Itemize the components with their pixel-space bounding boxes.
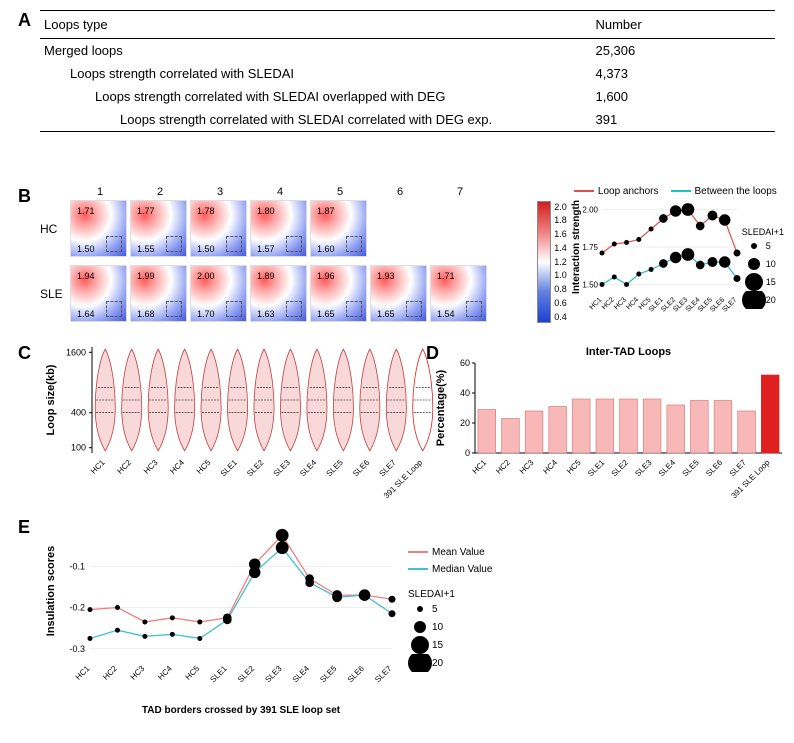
svg-text:60: 60 <box>460 358 470 368</box>
svg-text:400: 400 <box>71 408 86 418</box>
svg-text:SLE1: SLE1 <box>586 458 607 479</box>
svg-text:HC4: HC4 <box>625 296 640 311</box>
svg-text:SLE5: SLE5 <box>325 458 346 479</box>
svg-text:HC4: HC4 <box>541 458 559 476</box>
svg-text:TAD borders crossed by 391 SLE: TAD borders crossed by 391 SLE loop set <box>142 705 341 716</box>
svg-text:SLE2: SLE2 <box>236 664 257 685</box>
svg-text:Inter-TAD Loops: Inter-TAD Loops <box>586 346 671 358</box>
svg-text:SLE2: SLE2 <box>610 458 631 479</box>
legend-median: Median Value <box>432 564 492 575</box>
svg-text:SLE3: SLE3 <box>633 458 654 479</box>
table-cell: 4,373 <box>591 62 775 85</box>
svg-text:1.50: 1.50 <box>582 281 598 290</box>
table-header-col1: Loops type <box>40 11 591 39</box>
svg-text:HC2: HC2 <box>101 664 119 682</box>
interaction-strength-chart: Loop anchors Between the loops 1.50 1.75 2… <box>567 186 784 337</box>
legend-between: Between the loops <box>695 186 777 197</box>
loop-size-violin: 1004001600HC1HC2HC3HC4HC5SLE1SLE2SLE3SLE… <box>40 343 440 508</box>
svg-text:HC2: HC2 <box>601 296 616 311</box>
svg-text:SLE7: SLE7 <box>721 296 738 313</box>
row-label-hc: HC <box>40 222 70 236</box>
legend-mean: Mean Value <box>432 547 485 558</box>
colorbar-ticks: 2.01.81.61.41.21.00.80.60.4 <box>554 202 567 322</box>
svg-text:1.75: 1.75 <box>582 243 598 252</box>
table-cell: Loops strength correlated with SLEDAI co… <box>40 108 591 132</box>
table-header-col2: Number <box>591 11 775 39</box>
inter-tad-bars: Inter-TAD Loops0204060HC1HC2HC3HC4HC5SLE… <box>430 343 790 508</box>
svg-text:SLE6: SLE6 <box>351 458 372 479</box>
sledai-legend-title: SLEDAI+1 <box>742 227 784 237</box>
heatmap-grid: 1234567 HC 1.711.501.771.551.781.501.801… <box>40 186 527 337</box>
insulation-chart: -0.3 -0.2 -0.1 HC1 HC2 HC3 HC4 HC5 SLE1 SLE2 SLE3 S… <box>40 517 400 717</box>
svg-text:HC4: HC4 <box>168 458 186 476</box>
svg-text:HC1: HC1 <box>471 458 489 476</box>
svg-text:HC1: HC1 <box>74 664 92 682</box>
colorbar <box>537 201 551 323</box>
panel-label-c: C <box>18 343 31 364</box>
svg-text:HC1: HC1 <box>588 296 603 311</box>
svg-text:HC3: HC3 <box>518 458 536 476</box>
svg-text:HC5: HC5 <box>184 664 202 682</box>
svg-text:-0.3: -0.3 <box>69 644 85 654</box>
svg-text:SLE4: SLE4 <box>298 458 319 479</box>
table-cell: 391 <box>591 108 775 132</box>
table-cell: 25,306 <box>591 39 775 63</box>
svg-text:HC4: HC4 <box>156 664 174 682</box>
table-cell: Merged loops <box>40 39 591 63</box>
svg-text:SLE1: SLE1 <box>219 458 240 479</box>
svg-text:20: 20 <box>460 418 470 428</box>
svg-text:-0.2: -0.2 <box>69 603 85 613</box>
svg-text:HC3: HC3 <box>129 664 147 682</box>
table-cell: 1,600 <box>591 85 775 108</box>
table-cell: Loops strength correlated with SLEDAI ov… <box>40 85 591 108</box>
svg-text:HC5: HC5 <box>565 458 583 476</box>
panel-label-e: E <box>18 517 30 538</box>
svg-text:40: 40 <box>460 388 470 398</box>
svg-text:Loop size(kb): Loop size(kb) <box>45 364 57 435</box>
table-cell: Loops strength correlated with SLEDAI <box>40 62 591 85</box>
row-label-sle: SLE <box>40 287 70 301</box>
svg-text:HC3: HC3 <box>142 458 160 476</box>
svg-text:0: 0 <box>465 448 470 458</box>
svg-text:SLE7: SLE7 <box>728 458 749 479</box>
svg-text:SLE4: SLE4 <box>291 664 312 685</box>
svg-text:HC5: HC5 <box>195 458 213 476</box>
svg-text:HC1: HC1 <box>89 458 107 476</box>
panel-label-d: D <box>426 343 439 364</box>
legend-anchors: Loop anchors <box>598 186 659 197</box>
table-loops: Loops typeNumber Merged loops25,306 Loop… <box>40 10 775 132</box>
svg-text:SLE5: SLE5 <box>681 458 702 479</box>
svg-text:SLE7: SLE7 <box>378 458 399 479</box>
svg-text:SLE1: SLE1 <box>208 664 229 685</box>
svg-text:Insulation scores: Insulation scores <box>45 546 57 636</box>
svg-text:SLE6: SLE6 <box>346 664 367 685</box>
svg-text:SLE6: SLE6 <box>704 458 725 479</box>
svg-text:SLE3: SLE3 <box>263 664 284 685</box>
svg-text:SLE2: SLE2 <box>245 458 266 479</box>
svg-text:1600: 1600 <box>66 347 86 357</box>
svg-text:2.00: 2.00 <box>582 206 598 215</box>
svg-text:HC3: HC3 <box>613 296 628 311</box>
panel-label-a: A <box>18 10 31 31</box>
svg-text:100: 100 <box>71 443 86 453</box>
svg-text:HC2: HC2 <box>115 458 133 476</box>
svg-text:SLE4: SLE4 <box>657 458 678 479</box>
svg-text:HC2: HC2 <box>494 458 512 476</box>
svg-text:SLE7: SLE7 <box>373 664 394 685</box>
svg-text:Percentage(%): Percentage(%) <box>435 369 447 446</box>
svg-text:Interaction strength: Interaction strength <box>571 200 582 294</box>
sledai-legend-title-e: SLEDAI+1 <box>408 589 492 600</box>
panel-label-b: B <box>18 186 31 207</box>
svg-text:SLE3: SLE3 <box>272 458 293 479</box>
svg-text:SLE5: SLE5 <box>318 664 339 685</box>
svg-text:-0.1: -0.1 <box>69 561 85 571</box>
